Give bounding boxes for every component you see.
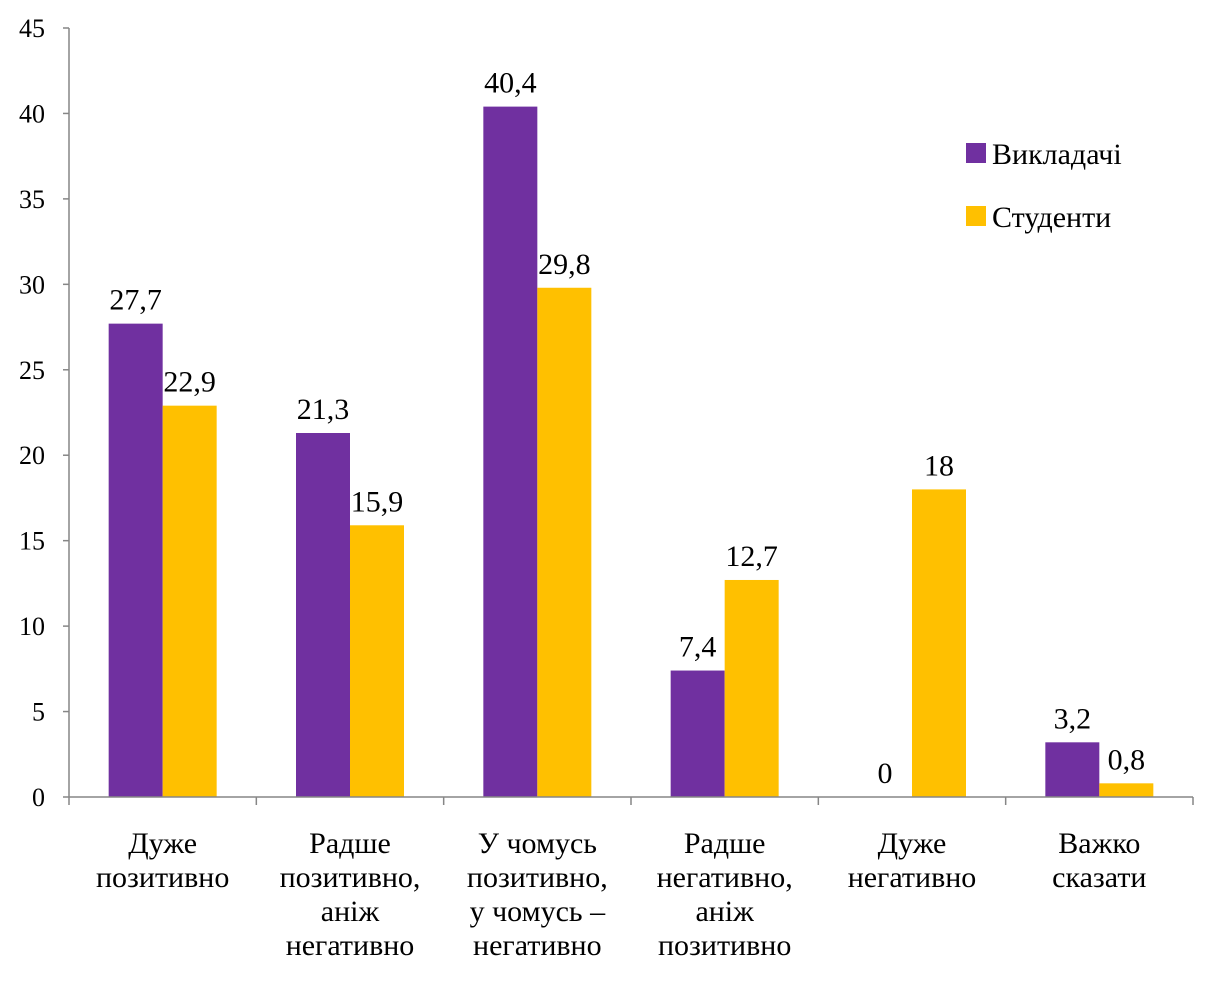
x-category-label-line: сказати	[1052, 861, 1146, 894]
data-label: 0	[878, 757, 893, 790]
data-label: 27,7	[109, 284, 162, 317]
x-category-label: Радше негативно, аніж позитивно	[657, 827, 793, 962]
bar-series-2	[350, 525, 404, 797]
bar-series-1	[483, 106, 538, 797]
x-category-label-line: Дуже	[878, 827, 947, 860]
bars: 27,7 21,3 40,4 7,4 0 3,2 22,9 15,9 29,8 12,7 18 0,8	[108, 67, 1154, 797]
x-category-label-line: у чомусь –	[470, 895, 606, 928]
bar-series-1	[1045, 742, 1100, 797]
x-category-label: Дуже позитивно	[96, 827, 229, 894]
bar-series-2	[162, 405, 217, 797]
x-category-label-line: негативно	[473, 929, 602, 962]
x-category-label-line: Важко	[1058, 827, 1140, 860]
x-category-label-line: Радше	[684, 827, 766, 860]
data-label: 21,3	[297, 393, 350, 426]
data-label: 22,9	[163, 366, 216, 399]
x-category-label-line: негативно	[286, 929, 415, 962]
x-category-label-line: негативно,	[657, 861, 793, 894]
x-category-label: У чомусь позитивно, у чомусь – негативно	[467, 827, 608, 962]
legend-swatch	[966, 143, 986, 163]
bar-series-1	[670, 670, 725, 797]
x-category-label: Дуже негативно	[848, 827, 977, 894]
bar-series-2	[724, 579, 779, 797]
y-tick-label: 30	[19, 270, 45, 299]
legend-label: Студенти	[992, 201, 1111, 234]
bar-series-2	[912, 489, 966, 797]
x-category-label-line: Радше	[309, 827, 391, 860]
bar-series-1	[296, 433, 350, 797]
data-label: 12,7	[725, 540, 778, 573]
x-category-label-line: Дуже	[128, 827, 197, 860]
y-tick-label: 10	[19, 612, 45, 641]
legend-label: Викладачі	[992, 138, 1122, 171]
x-category-label-line: аніж	[321, 895, 380, 928]
data-label: 0,8	[1108, 743, 1146, 776]
y-tick-label: 35	[19, 185, 45, 214]
x-category-label-line: позитивно	[658, 929, 791, 962]
data-label: 18	[924, 449, 954, 482]
bar-series-2	[537, 287, 592, 797]
bar-series-1	[108, 323, 163, 797]
data-label: 7,4	[679, 631, 717, 664]
y-tick-label: 25	[19, 356, 45, 385]
x-category-label-line: негативно	[848, 861, 977, 894]
y-axis: 0 5 10 15 20 25 30 35 40 45	[19, 14, 70, 812]
y-tick-label: 5	[32, 698, 45, 727]
bar-series-2	[1099, 783, 1154, 797]
y-tick-label: 45	[19, 14, 45, 43]
x-category-label: Радше позитивно, аніж негативно	[280, 827, 421, 962]
x-category-label-line: позитивно,	[280, 861, 421, 894]
data-label: 29,8	[538, 248, 591, 281]
legend: Викладачі Студенти	[966, 138, 1122, 234]
y-tick-label: 15	[19, 527, 45, 556]
y-tick-label: 40	[19, 99, 45, 128]
x-category-label-line: У чомусь	[478, 827, 597, 860]
y-tick-label: 0	[32, 783, 45, 812]
data-label: 3,2	[1054, 702, 1092, 735]
data-label: 40,4	[484, 67, 537, 100]
x-category-label: Важко сказати	[1052, 827, 1146, 894]
legend-swatch	[966, 206, 986, 226]
x-category-label-line: позитивно	[96, 861, 229, 894]
x-category-label-line: позитивно,	[467, 861, 608, 894]
x-category-label-line: аніж	[695, 895, 754, 928]
y-tick-label: 20	[19, 441, 45, 470]
data-label: 15,9	[351, 485, 404, 518]
